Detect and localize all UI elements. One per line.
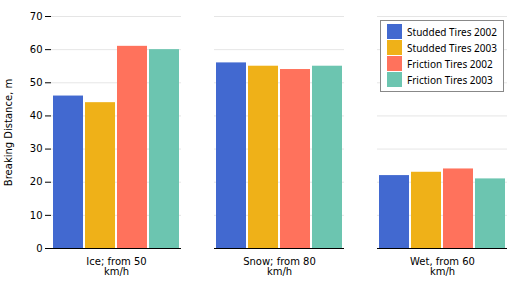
svg-text:30: 30 (30, 143, 43, 154)
svg-text:40: 40 (30, 110, 43, 121)
html-text:Studded Tires 2002: Studded Tires 2002 (407, 24, 497, 39)
html-text:Studded Tires 2003: Studded Tires 2003 (407, 40, 497, 55)
svg-text:20: 20 (30, 176, 43, 187)
svg-text:Ice; from 50km/h: Ice; from 50km/h (86, 256, 146, 277)
svg-text:60: 60 (30, 44, 43, 55)
html-text:Friction Tires 2003: Friction Tires 2003 (407, 72, 493, 87)
svg-text:Snow; from 80km/h: Snow; from 80km/h (243, 256, 316, 277)
svg-text:Wet, from 60km/h: Wet, from 60km/h (410, 256, 475, 277)
svg-text:0: 0 (36, 243, 42, 254)
html-text:Friction Tires 2002: Friction Tires 2002 (407, 56, 493, 71)
svg-text:50: 50 (30, 77, 43, 88)
svg-text:70: 70 (30, 11, 43, 22)
svg-text:10: 10 (30, 210, 43, 221)
svg-text:Breaking Distance, m: Breaking Distance, m (3, 79, 14, 186)
